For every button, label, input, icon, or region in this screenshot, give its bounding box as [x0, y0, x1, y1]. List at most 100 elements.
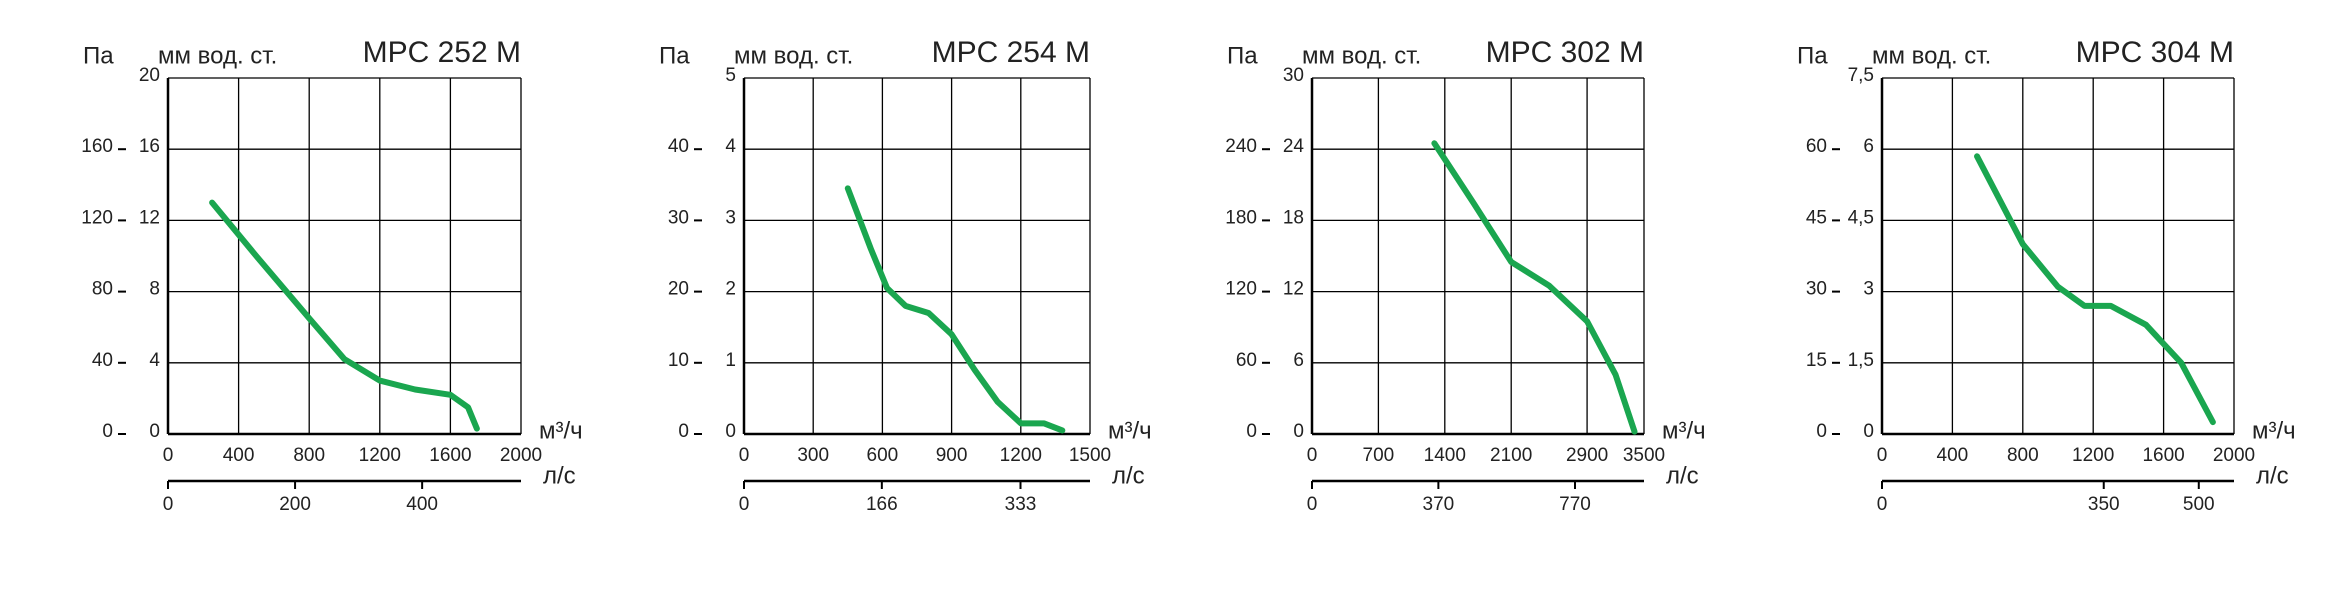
x-tick-label: 2000: [2213, 445, 2255, 466]
x-tick-label: 2100: [1490, 445, 1532, 466]
y2-tick-label: 30: [1806, 279, 1827, 300]
x2-tick-label: 350: [2088, 494, 2120, 515]
x-tick-label: 800: [293, 445, 325, 466]
y-tick-label: 2: [725, 279, 736, 300]
y2-tick-label: 0: [1816, 421, 1827, 442]
x2-axis-label: л/с: [543, 462, 576, 489]
x2-tick-label: 0: [1877, 494, 1888, 515]
chart-title: MPC 254 M: [932, 36, 1090, 69]
x2-axis-label: л/с: [1112, 462, 1145, 489]
x-tick-label: 400: [223, 445, 255, 466]
y2-tick-label: 40: [92, 350, 113, 371]
y-tick-label: 4: [725, 136, 736, 157]
y-tick-label: 4,5: [1848, 207, 1874, 228]
y2-tick-label: 60: [1236, 350, 1257, 371]
y-tick-label: 4: [149, 350, 160, 371]
y-tick-label: 0: [149, 421, 160, 442]
y-tick-label: 12: [139, 207, 160, 228]
x-tick-label: 2900: [1566, 445, 1608, 466]
x-tick-label: 1400: [1424, 445, 1466, 466]
x-tick-label: 400: [1937, 445, 1969, 466]
y-axis-label: мм вод. ст.: [734, 42, 853, 69]
y-tick-label: 20: [139, 65, 160, 86]
x-axis-label: м³/ч: [539, 417, 583, 444]
y2-axis-label: Па: [83, 42, 114, 69]
y-tick-label: 0: [725, 421, 736, 442]
y2-tick-label: 120: [1225, 279, 1257, 300]
y-tick-label: 16: [139, 136, 160, 157]
x-tick-label: 1600: [2142, 445, 2184, 466]
y-tick-label: 18: [1283, 207, 1304, 228]
x-tick-label: 0: [1307, 445, 1318, 466]
y2-tick-label: 40: [668, 136, 689, 157]
y2-tick-label: 0: [678, 421, 689, 442]
y2-axis-label: Па: [1797, 42, 1828, 69]
x-tick-label: 600: [867, 445, 899, 466]
x2-tick-label: 500: [2183, 494, 2215, 515]
y-axis-label: мм вод. ст.: [1872, 42, 1991, 69]
y2-tick-label: 45: [1806, 207, 1827, 228]
x-tick-label: 3500: [1623, 445, 1665, 466]
y-tick-label: 30: [1283, 65, 1304, 86]
fan-curve: [209, 199, 480, 432]
y-tick-label: 1,5: [1848, 350, 1874, 371]
x2-tick-label: 370: [1423, 494, 1455, 515]
y2-tick-label: 20: [668, 279, 689, 300]
y-tick-label: 5: [725, 65, 736, 86]
fan-curve: [1431, 140, 1638, 435]
y2-tick-label: 0: [1246, 421, 1257, 442]
x2-tick-label: 200: [279, 494, 311, 515]
x-tick-label: 1200: [1000, 445, 1042, 466]
x2-tick-label: 400: [406, 494, 438, 515]
x-tick-label: 1200: [2072, 445, 2114, 466]
y-tick-label: 6: [1863, 136, 1874, 157]
y2-tick-label: 30: [668, 207, 689, 228]
x-tick-label: 300: [797, 445, 829, 466]
x-tick-label: 1200: [359, 445, 401, 466]
y-tick-label: 1: [725, 350, 736, 371]
y-tick-label: 3: [725, 207, 736, 228]
x2-tick-label: 166: [866, 494, 898, 515]
y2-axis-label: Па: [659, 42, 690, 69]
x2-tick-label: 0: [1307, 494, 1318, 515]
x-tick-label: 1500: [1069, 445, 1111, 466]
y2-tick-label: 0: [102, 421, 113, 442]
x-tick-label: 700: [1363, 445, 1395, 466]
fan-curve: [1974, 153, 2216, 426]
y-tick-label: 0: [1293, 421, 1304, 442]
y2-tick-label: 60: [1806, 136, 1827, 157]
x-tick-label: 0: [163, 445, 174, 466]
x-axis-label: м³/ч: [1108, 417, 1152, 444]
y2-axis-label: Па: [1227, 42, 1258, 69]
y2-tick-label: 180: [1225, 207, 1257, 228]
y2-tick-label: 240: [1225, 136, 1257, 157]
x2-tick-label: 0: [739, 494, 750, 515]
y2-tick-label: 10: [668, 350, 689, 371]
y-tick-label: 3: [1863, 279, 1874, 300]
y-axis-label: мм вод. ст.: [1302, 42, 1421, 69]
chart-title: MPC 252 M: [363, 36, 521, 69]
x-tick-label: 900: [936, 445, 968, 466]
y2-tick-label: 120: [81, 207, 113, 228]
x-tick-label: 800: [2007, 445, 2039, 466]
x2-tick-label: 770: [1559, 494, 1591, 515]
y-axis-label: мм вод. ст.: [158, 42, 277, 69]
y-tick-label: 8: [149, 279, 160, 300]
y-tick-label: 7,5: [1848, 65, 1874, 86]
x-tick-label: 0: [739, 445, 750, 466]
x2-axis-label: л/с: [2256, 462, 2289, 489]
x2-tick-label: 0: [163, 494, 174, 515]
x-axis-label: м³/ч: [1662, 417, 1706, 444]
x2-axis-label: л/с: [1666, 462, 1699, 489]
y2-tick-label: 80: [92, 279, 113, 300]
y2-tick-label: 160: [81, 136, 113, 157]
chart-title: MPC 302 M: [1486, 36, 1644, 69]
x2-tick-label: 333: [1005, 494, 1037, 515]
x-axis-label: м³/ч: [2252, 417, 2296, 444]
y-tick-label: 0: [1863, 421, 1874, 442]
x-tick-label: 0: [1877, 445, 1888, 466]
fan-curve: [844, 185, 1066, 434]
y-tick-label: 24: [1283, 136, 1305, 157]
x-tick-label: 1600: [429, 445, 471, 466]
